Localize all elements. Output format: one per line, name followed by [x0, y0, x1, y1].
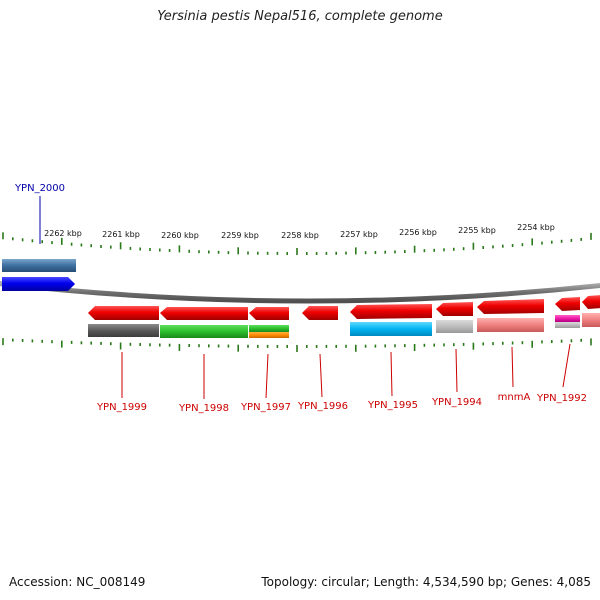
gene-label: YPN_1999	[96, 402, 147, 413]
feature-bar	[477, 318, 544, 332]
accession-text: Accession: NC_008149	[9, 575, 146, 589]
gene-label: YPN_2000	[14, 183, 65, 194]
ruler-labels: 2262 kbp 2261 kbp 2260 kbp 2259 kbp 2258…	[44, 223, 555, 240]
gene-label-leader	[455, 348, 458, 393]
feature-bar	[582, 313, 600, 327]
gene-arrow-ypn-1999[interactable]	[88, 306, 159, 320]
gene-label-leader	[390, 351, 393, 397]
gene-arrow-ypn-1994[interactable]	[436, 302, 473, 316]
feature-bar	[88, 324, 159, 337]
gene-arrow-ypn-1992[interactable]	[555, 297, 580, 311]
gene-label-leader	[511, 346, 514, 388]
ruler-ticks-bottom	[2, 338, 592, 352]
feature-bar	[350, 322, 432, 336]
ruler-label: 2256 kbp	[399, 228, 437, 237]
ruler-label: 2261 kbp	[102, 230, 140, 239]
gene-label: YPN_1992	[536, 393, 587, 404]
gene-label-leader	[319, 353, 323, 398]
ruler-label: 2259 kbp	[221, 231, 259, 240]
feature-bar	[160, 325, 248, 338]
feature-bar	[2, 259, 76, 272]
feature-bars	[88, 313, 600, 338]
gene-ypn-2000[interactable]: YPN_2000	[2, 183, 76, 291]
reverse-strand-genes	[88, 295, 600, 320]
gene-arrow-mnma[interactable]	[477, 299, 544, 314]
feature-bar	[249, 325, 289, 332]
ruler-label: 2258 kbp	[281, 231, 319, 240]
ruler-label: 2257 kbp	[340, 230, 378, 239]
gene-label: YPN_1996	[297, 401, 348, 412]
feature-bar	[249, 332, 289, 338]
gene-label-leader	[265, 353, 269, 399]
gene-arrow-next[interactable]	[582, 295, 600, 309]
gene-arrow-ypn-1997[interactable]	[249, 307, 289, 320]
genome-backbone	[0, 281, 600, 304]
gene-label: YPN_1997	[240, 402, 291, 413]
gene-arrow-ypn-1995[interactable]	[350, 304, 432, 319]
feature-bar	[436, 320, 473, 333]
feature-bar	[555, 315, 580, 322]
feature-bar	[555, 322, 580, 328]
ruler-ticks-top	[2, 232, 592, 255]
gene-label: YPN_1995	[367, 400, 418, 411]
gene-label: YPN_1994	[431, 397, 482, 408]
gene-arrow	[2, 277, 75, 291]
ruler-label: 2254 kbp	[517, 223, 555, 232]
map-title: Yersinia pestis Nepal516, complete genom…	[157, 9, 443, 24]
genome-summary: Topology: circular; Length: 4,534,590 bp…	[261, 575, 591, 589]
ruler-label: 2255 kbp	[458, 226, 496, 235]
gene-label: mnmA	[498, 392, 531, 403]
gene-labels: YPN_1999 YPN_1998 YPN_1997 YPN_1996 YPN_…	[96, 343, 587, 414]
ruler-label: 2260 kbp	[161, 231, 199, 240]
gene-label-leader	[562, 343, 571, 388]
gene-arrow-ypn-1996[interactable]	[302, 306, 338, 320]
ruler-label: 2262 kbp	[44, 229, 82, 238]
gene-label: YPN_1998	[178, 403, 229, 414]
gene-arrow-ypn-1998[interactable]	[160, 307, 248, 320]
